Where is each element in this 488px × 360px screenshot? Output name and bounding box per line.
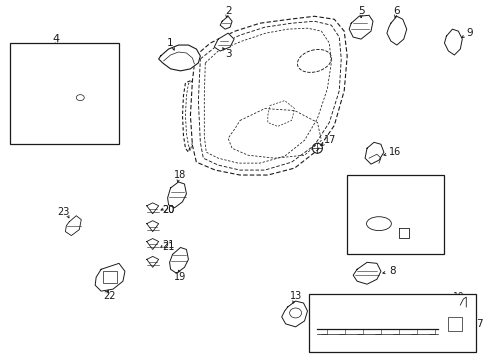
Polygon shape: [27, 53, 43, 79]
Polygon shape: [281, 301, 307, 327]
Polygon shape: [312, 319, 324, 339]
Text: 12: 12: [333, 312, 344, 321]
Polygon shape: [352, 262, 380, 284]
Polygon shape: [169, 247, 188, 273]
Polygon shape: [167, 182, 186, 208]
Bar: [103, 271, 117, 283]
Bar: [346, 175, 444, 255]
Text: 13: 13: [289, 291, 301, 301]
Text: 14: 14: [418, 200, 430, 210]
Polygon shape: [214, 33, 234, 51]
Polygon shape: [146, 221, 158, 231]
Text: 3: 3: [224, 49, 231, 59]
Text: 6: 6: [393, 6, 399, 16]
Text: 23: 23: [57, 207, 69, 217]
Polygon shape: [74, 105, 87, 126]
Text: 2: 2: [224, 6, 231, 16]
Polygon shape: [66, 85, 91, 109]
Text: 17: 17: [324, 135, 336, 145]
Polygon shape: [348, 15, 372, 39]
Polygon shape: [386, 16, 406, 45]
Text: 20: 20: [163, 205, 175, 215]
Text: 1: 1: [167, 38, 174, 48]
Polygon shape: [146, 256, 158, 267]
Text: 16: 16: [388, 147, 400, 157]
Text: 21: 21: [163, 243, 175, 252]
Text: 20: 20: [163, 205, 175, 215]
Text: 21: 21: [163, 240, 175, 251]
Polygon shape: [158, 45, 200, 71]
Text: 22: 22: [102, 291, 115, 301]
Polygon shape: [356, 210, 398, 239]
Polygon shape: [365, 142, 383, 164]
Polygon shape: [65, 216, 81, 235]
Text: 11: 11: [363, 338, 374, 347]
Polygon shape: [95, 264, 124, 291]
Polygon shape: [438, 301, 468, 347]
Text: 10: 10: [452, 292, 464, 301]
Polygon shape: [146, 203, 158, 214]
Polygon shape: [220, 16, 232, 29]
Polygon shape: [444, 29, 461, 55]
Text: 18: 18: [174, 170, 186, 180]
Text: 9: 9: [466, 28, 472, 38]
Text: 7: 7: [475, 319, 482, 329]
Bar: [447, 317, 461, 331]
Text: 19: 19: [174, 272, 186, 282]
Polygon shape: [146, 239, 158, 249]
Text: 4: 4: [53, 34, 60, 44]
Text: 8: 8: [388, 266, 395, 276]
Bar: [309, 294, 475, 352]
Bar: [10, 43, 119, 144]
Text: 15: 15: [367, 240, 379, 251]
Text: 5: 5: [357, 6, 364, 16]
